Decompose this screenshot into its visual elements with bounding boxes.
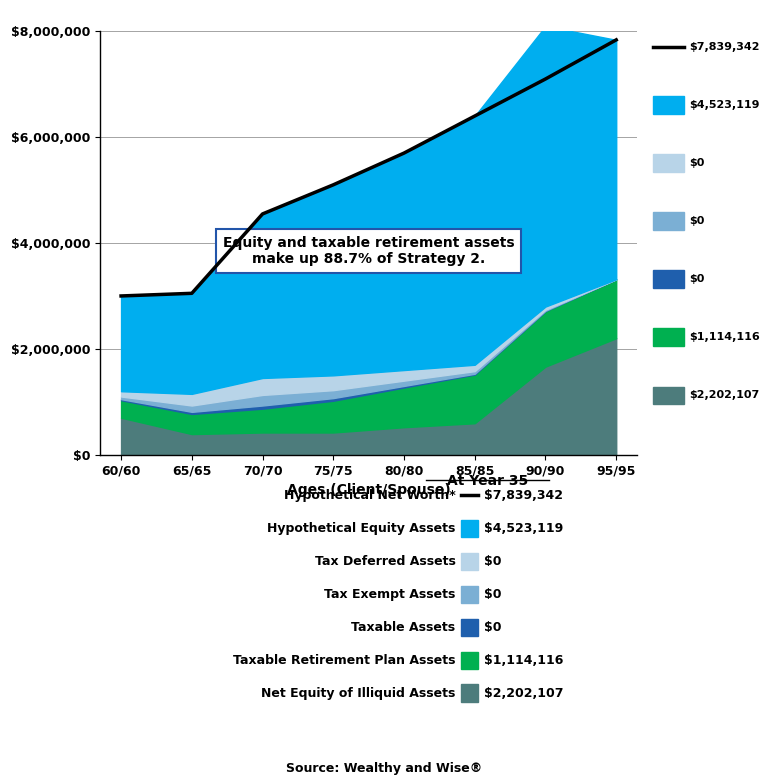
Text: Tax Exempt Assets: Tax Exempt Assets <box>324 588 455 601</box>
Text: Hypothetical Net Worth*: Hypothetical Net Worth* <box>283 489 455 502</box>
Text: $0: $0 <box>484 621 502 633</box>
Text: Net Equity of Illiquid Assets: Net Equity of Illiquid Assets <box>261 687 455 699</box>
Text: Hypothetical Equity Assets: Hypothetical Equity Assets <box>267 522 455 535</box>
Text: $2,202,107: $2,202,107 <box>690 390 760 400</box>
Text: $0: $0 <box>690 158 705 168</box>
Text: $7,839,342: $7,839,342 <box>484 489 563 502</box>
Text: Source: Wealthy and Wise®: Source: Wealthy and Wise® <box>286 761 482 775</box>
Text: $0: $0 <box>484 555 502 568</box>
Text: $4,523,119: $4,523,119 <box>690 100 760 110</box>
Text: $0: $0 <box>690 274 705 284</box>
X-axis label: Ages (Client/Spouse): Ages (Client/Spouse) <box>286 483 451 497</box>
Text: $0: $0 <box>484 588 502 601</box>
Text: $4,523,119: $4,523,119 <box>484 522 563 535</box>
Text: Equity and taxable retirement assets
make up 88.7% of Strategy 2.: Equity and taxable retirement assets mak… <box>223 236 515 266</box>
Text: Tax Deferred Assets: Tax Deferred Assets <box>315 555 455 568</box>
Text: At Year 35: At Year 35 <box>447 474 528 488</box>
Text: $1,114,116: $1,114,116 <box>690 332 760 342</box>
Text: $1,114,116: $1,114,116 <box>484 654 563 666</box>
Text: $7,839,342: $7,839,342 <box>690 42 760 52</box>
Text: $0: $0 <box>690 216 705 226</box>
Text: Taxable Assets: Taxable Assets <box>351 621 455 633</box>
Text: Taxable Retirement Plan Assets: Taxable Retirement Plan Assets <box>233 654 455 666</box>
Text: $2,202,107: $2,202,107 <box>484 687 564 699</box>
